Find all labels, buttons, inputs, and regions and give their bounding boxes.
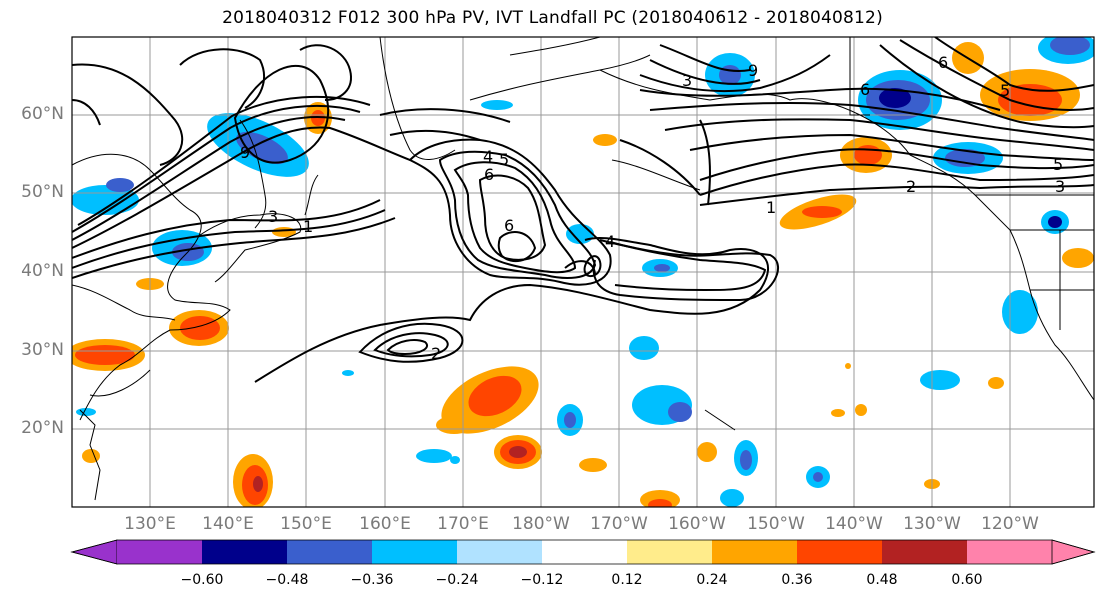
- contour-label: 6: [860, 80, 870, 99]
- lon-label: 170°E: [437, 514, 489, 534]
- colorbar-tick-label: −0.60: [180, 572, 224, 588]
- map-title: 2018040312 F012 300 hPa PV, IVT Landfall…: [222, 8, 883, 28]
- contour-label: 6: [484, 165, 494, 184]
- contour-label: 6: [504, 216, 514, 235]
- contour-label: 3: [1055, 177, 1065, 196]
- contour-label: 9: [748, 61, 758, 80]
- lon-label: 160°E: [359, 514, 411, 534]
- colorbar-tick-label: −0.48: [265, 572, 309, 588]
- lon-label: 150°E: [280, 514, 332, 534]
- contour-label: 3: [268, 207, 278, 226]
- pv-contours: [72, 37, 1094, 383]
- lon-label: 160°W: [668, 514, 726, 534]
- contour-label: 4: [605, 232, 615, 251]
- contour-label: 5: [1000, 81, 1010, 100]
- contour-label: 9: [240, 143, 250, 162]
- contour-label: 1: [766, 198, 776, 217]
- lon-label: 180°W: [512, 514, 570, 534]
- colorbar-tick-label: −0.24: [435, 572, 479, 588]
- lat-label: 20°N: [21, 418, 64, 438]
- contour-label: 1: [303, 217, 313, 236]
- lon-label: 120°W: [981, 514, 1039, 534]
- lat-label: 40°N: [21, 261, 64, 281]
- lon-label: 130°W: [903, 514, 961, 534]
- lon-label: 150°W: [747, 514, 805, 534]
- colorbar-tick-label: −0.12: [520, 572, 564, 588]
- contour-label: 2: [906, 177, 916, 196]
- contour-label: 4: [483, 147, 493, 166]
- colorbar-tick-label: −0.36: [350, 572, 394, 588]
- colorbar-segment: [70, 539, 118, 565]
- contour-label: 3: [682, 71, 692, 90]
- map-frame: [71, 36, 1095, 508]
- colorbar: [70, 539, 1096, 565]
- contour-label: 2: [431, 344, 441, 363]
- lon-label: 130°E: [124, 514, 176, 534]
- colorbar-tick-label: 0.60: [951, 572, 983, 588]
- coastlines: [72, 37, 1094, 501]
- contour-label: 5: [1053, 155, 1063, 174]
- lon-label: 170°W: [590, 514, 648, 534]
- contour-label: 6: [938, 53, 948, 72]
- colorbar-tick-label: 0.12: [611, 572, 643, 588]
- graticule: [72, 37, 1094, 507]
- contour-label: 5: [499, 150, 509, 169]
- contour-labels: 1 1 2 2 3 3 3 4 4 5 5 5 6 6 6 6 9 9: [240, 53, 1065, 363]
- lat-label: 30°N: [21, 340, 64, 360]
- lat-label: 60°N: [21, 104, 64, 124]
- colorbar-tick-label: 0.48: [866, 572, 898, 588]
- lon-label: 140°W: [825, 514, 883, 534]
- lat-label: 50°N: [21, 182, 64, 202]
- lon-label: 140°E: [202, 514, 254, 534]
- colorbar-tick-label: 0.24: [696, 572, 728, 588]
- colorbar-tick-label: 0.36: [781, 572, 813, 588]
